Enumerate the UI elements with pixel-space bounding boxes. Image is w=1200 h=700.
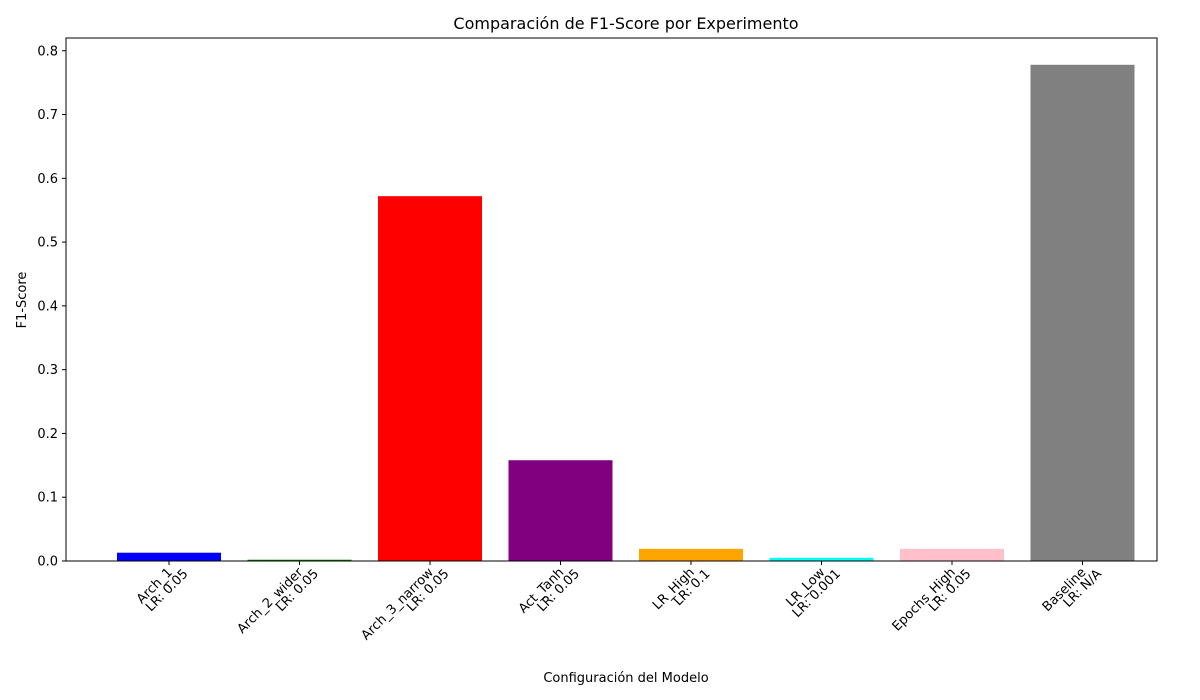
y-tick-label: 0.3	[37, 363, 58, 378]
x-tick-label: LR_LowLR: 0.001	[781, 558, 844, 621]
chart-title: Comparación de F1-Score por Experimento	[453, 14, 798, 33]
x-tick-label: Arch_3_narrowLR: 0.05	[359, 558, 453, 652]
y-axis-label: F1-Score	[15, 272, 30, 329]
y-tick-label: 0.1	[37, 491, 58, 506]
bar-lr-low	[769, 557, 874, 561]
y-tick-label: 0.6	[37, 172, 58, 187]
x-tick-label: Act_TanhLR: 0.05	[516, 558, 583, 625]
bar-arch-1	[117, 552, 221, 561]
x-tick-label: Arch_1LR: 0.05	[134, 558, 191, 615]
y-tick-label: 0.7	[37, 108, 58, 123]
y-tick-label: 0.0	[37, 555, 58, 570]
y-tick-label: 0.5	[37, 236, 58, 251]
y-axis-ticks: 0.0 0.1 0.2 0.3 0.4 0.5 0.6 0.7 0.8	[37, 44, 66, 570]
bar-epochs-high	[900, 548, 1004, 561]
x-tick-label: Epochs_HighLR: 0.05	[890, 558, 975, 643]
bar-baseline	[1030, 64, 1135, 561]
bars-group	[117, 64, 1135, 562]
y-tick-label: 0.2	[37, 427, 58, 442]
bar-arch-2-wider	[247, 559, 352, 561]
bar-act-tanh	[508, 460, 613, 561]
bar-arch-3-narrow	[378, 196, 482, 562]
y-tick-label: 0.4	[37, 299, 58, 314]
x-tick-label: Arch_2_widerLR: 0.05	[235, 558, 322, 645]
y-tick-label: 0.8	[37, 44, 58, 59]
x-tick-label: BaselineLR: N/A	[1040, 558, 1105, 623]
bar-lr-high	[639, 548, 743, 561]
x-axis-ticks: Arch_1LR: 0.05 Arch_2_widerLR: 0.05 Arch_3…	[134, 558, 1105, 652]
x-tick-label: LR_HighLR: 0.1	[650, 558, 713, 621]
x-axis-label: Configuración del Modelo	[543, 671, 708, 686]
plot-frame	[65, 37, 1158, 562]
